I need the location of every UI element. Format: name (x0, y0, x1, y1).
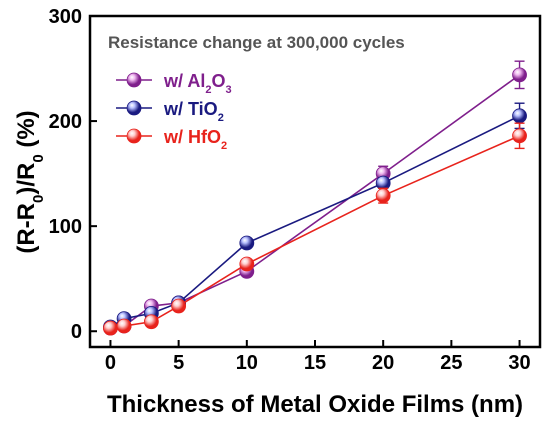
series-layer (103, 60, 527, 336)
x-tick-label: 0 (105, 352, 116, 374)
legend-label: w/ HfO2 (163, 127, 227, 152)
series-2 (103, 122, 527, 336)
legend-marker (126, 100, 142, 116)
y-tick-label: 200 (49, 111, 82, 133)
legend-entry: w/ HfO2 (116, 127, 227, 152)
text-part: (%) (13, 110, 40, 154)
legend-marker (126, 72, 142, 88)
legend-entry: w/ TiO2 (116, 99, 224, 124)
y-axis-title: (R-R0)/R0 (%) (13, 110, 47, 253)
text-part: )/R (13, 163, 40, 195)
text-part: (R-R (13, 203, 40, 254)
text-part: 2 (218, 112, 224, 124)
data-point (512, 128, 527, 144)
chart-annotation: Resistance change at 300,000 cycles (108, 33, 405, 52)
legend-entry: w/ Al2O3 (116, 71, 232, 96)
x-axis-title: Thickness of Metal Oxide Films (nm) (107, 391, 523, 418)
x-tick-label: 25 (440, 352, 462, 374)
data-point (239, 256, 255, 272)
data-point (375, 188, 391, 204)
y-tick-label: 100 (49, 216, 82, 238)
text-part: 0 (30, 195, 47, 203)
data-point (116, 318, 132, 334)
data-point (171, 298, 187, 314)
legend-marker (126, 128, 142, 144)
x-tick-label: 15 (304, 352, 326, 374)
series-line (110, 135, 520, 329)
text-part: w/ HfO (163, 127, 221, 147)
data-point (512, 67, 527, 83)
x-tick-label: 20 (372, 352, 394, 374)
x-tick-label: 10 (236, 352, 258, 374)
x-tick-label: 30 (508, 352, 530, 374)
legend-label: w/ TiO2 (163, 99, 224, 124)
text-part: 2 (205, 84, 211, 96)
data-point (512, 108, 527, 124)
text-part: 2 (221, 140, 227, 152)
plot-frame (88, 14, 542, 349)
text-part: O (211, 71, 225, 91)
text-part: w/ TiO (163, 99, 218, 119)
series-line (110, 115, 520, 328)
legend-label: w/ Al2O3 (163, 71, 232, 96)
data-point (239, 235, 255, 251)
data-point (103, 320, 118, 336)
y-tick-label: 0 (71, 321, 82, 343)
x-tick-label: 5 (173, 352, 184, 374)
data-point (143, 314, 159, 330)
text-part: w/ Al (163, 71, 205, 91)
text-part: 0 (30, 154, 47, 162)
text-part: 3 (225, 84, 231, 96)
y-tick-label: 300 (49, 6, 82, 28)
